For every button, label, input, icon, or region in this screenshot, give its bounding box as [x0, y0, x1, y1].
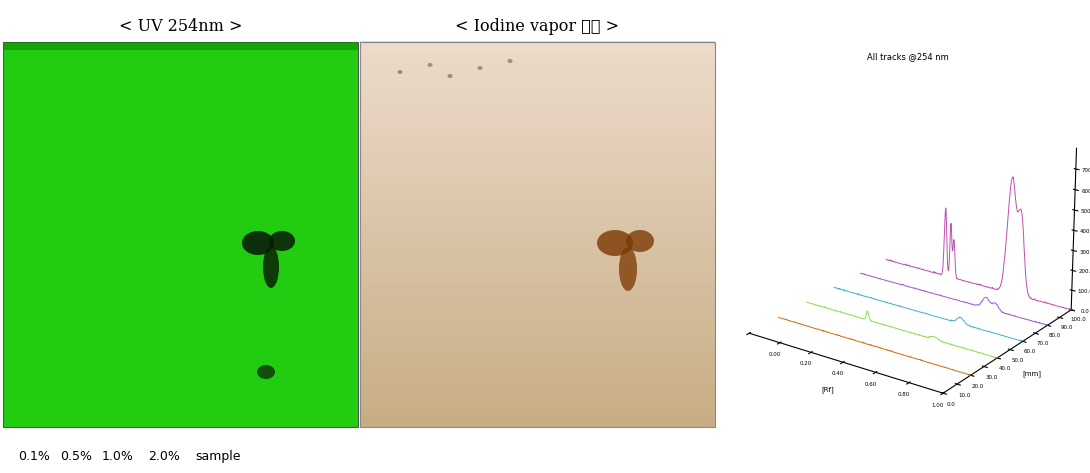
- Ellipse shape: [257, 365, 275, 379]
- Bar: [360, 378, 715, 388]
- Bar: [360, 224, 715, 235]
- Bar: [360, 272, 715, 283]
- Bar: [360, 89, 715, 100]
- Bar: [3, 42, 358, 427]
- Bar: [360, 416, 715, 427]
- Bar: [360, 243, 715, 254]
- Title: All tracks @254 nm: All tracks @254 nm: [867, 52, 948, 61]
- Bar: [360, 128, 715, 138]
- Text: < Iodine vapor 발색 >: < Iodine vapor 발색 >: [456, 18, 619, 35]
- Text: sample: sample: [195, 450, 241, 463]
- Ellipse shape: [477, 66, 483, 70]
- Bar: [360, 407, 715, 417]
- Bar: [3, 42, 358, 50]
- Ellipse shape: [427, 63, 433, 67]
- Bar: [360, 349, 715, 359]
- Bar: [360, 79, 715, 90]
- Ellipse shape: [619, 247, 637, 291]
- Bar: [360, 253, 715, 263]
- Ellipse shape: [508, 59, 512, 63]
- Bar: [360, 281, 715, 292]
- Text: 0.1%: 0.1%: [19, 450, 50, 463]
- Ellipse shape: [242, 231, 274, 255]
- Bar: [360, 166, 715, 177]
- Bar: [360, 108, 715, 119]
- Ellipse shape: [263, 246, 279, 288]
- Bar: [360, 157, 715, 167]
- Bar: [360, 51, 715, 61]
- Ellipse shape: [626, 230, 654, 252]
- Bar: [360, 214, 715, 225]
- Bar: [360, 205, 715, 215]
- Text: 1.0%: 1.0%: [102, 450, 134, 463]
- Text: 0.5%: 0.5%: [60, 450, 92, 463]
- Ellipse shape: [597, 230, 633, 256]
- Ellipse shape: [269, 231, 295, 251]
- Bar: [360, 387, 715, 398]
- Bar: [360, 291, 715, 302]
- Bar: [360, 339, 715, 350]
- Bar: [360, 137, 715, 148]
- Bar: [360, 310, 715, 321]
- Bar: [360, 176, 715, 186]
- Bar: [360, 397, 715, 408]
- Bar: [360, 42, 715, 427]
- Bar: [360, 185, 715, 196]
- Ellipse shape: [398, 70, 402, 74]
- X-axis label: [Rf]: [Rf]: [821, 386, 834, 393]
- Text: 2.0%: 2.0%: [148, 450, 180, 463]
- Bar: [360, 330, 715, 341]
- Text: < UV 254nm >: < UV 254nm >: [119, 18, 242, 35]
- Bar: [360, 301, 715, 312]
- Ellipse shape: [448, 74, 452, 78]
- Bar: [360, 60, 715, 71]
- Bar: [360, 147, 715, 158]
- Bar: [360, 263, 715, 273]
- Bar: [360, 41, 715, 52]
- Bar: [360, 320, 715, 331]
- Bar: [360, 118, 715, 129]
- Bar: [360, 99, 715, 109]
- Bar: [360, 359, 715, 369]
- Bar: [360, 195, 715, 206]
- Bar: [360, 234, 715, 244]
- Bar: [360, 368, 715, 379]
- Bar: [360, 70, 715, 80]
- Y-axis label: [mm]: [mm]: [1022, 370, 1041, 377]
